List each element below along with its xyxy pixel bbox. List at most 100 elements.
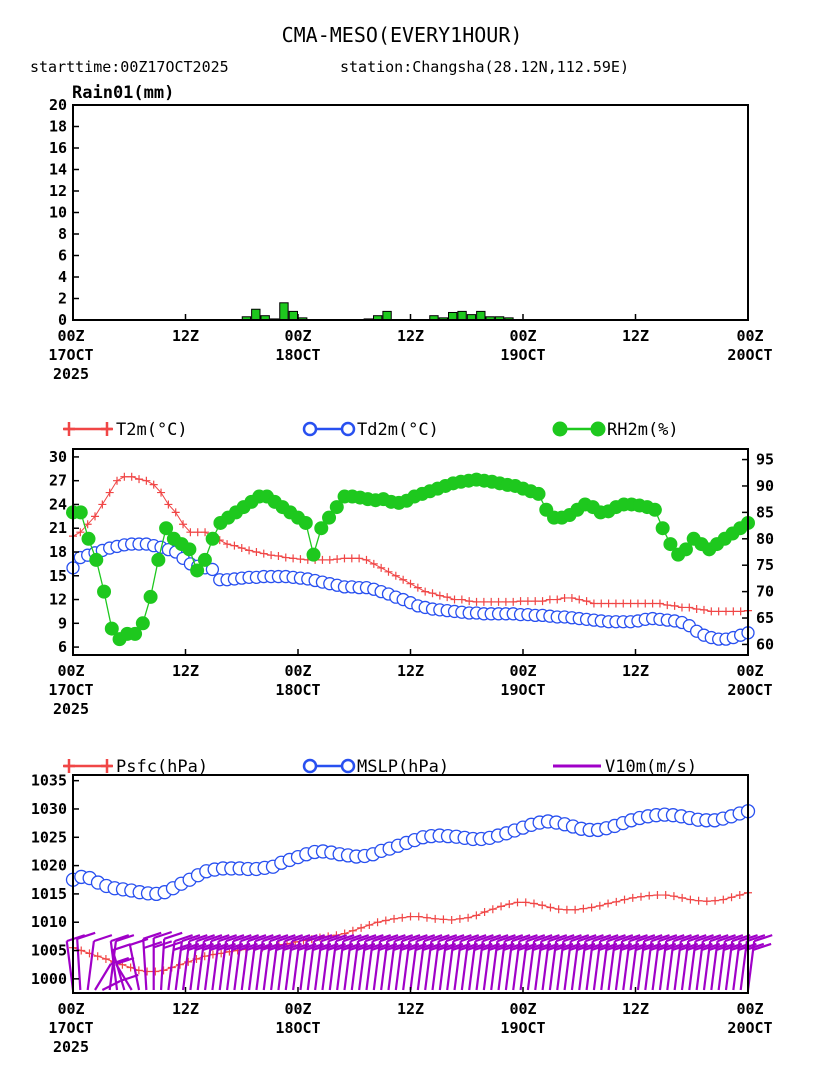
t2m-point [252, 548, 261, 556]
wind-barb-flag [651, 934, 670, 943]
t2m-point [721, 607, 730, 616]
psfc-point [554, 905, 563, 914]
rh-ytick-label-right: 95 [756, 451, 774, 469]
temp-xtick-date: 20OCT [727, 681, 772, 699]
t2m-point [333, 555, 342, 564]
t2m-point [223, 540, 232, 549]
psfc-point [101, 955, 110, 964]
wind-barb-flag [599, 934, 619, 943]
t2m-point [413, 583, 422, 592]
rh2m-point [306, 547, 321, 562]
wind-barb-flag [438, 934, 458, 943]
t2m-point [355, 554, 364, 563]
wind-barb-shaft [109, 940, 119, 991]
v10m-legend-label: V10m(m/s) [605, 757, 697, 777]
rain-ytick-label: 18 [49, 118, 67, 136]
pressure-xtick-date: 19OCT [500, 1019, 545, 1037]
pressure-xtick-label: 12Z [397, 1000, 424, 1018]
wind-barb-flag [673, 934, 692, 943]
rh2m-point [81, 531, 96, 546]
rain-ylabel: Rain01(mm) [72, 83, 174, 103]
t2m-point [626, 599, 635, 608]
t2m-point [465, 597, 474, 606]
psfc-legend-label: Psfc(hPa) [116, 757, 208, 777]
wind-barb-flag [504, 934, 524, 943]
psfc-point [678, 893, 687, 902]
psfc-point [612, 897, 621, 906]
wind-barb-shaft [128, 944, 141, 991]
wind-barb-flag [563, 934, 582, 943]
t2m-point [545, 595, 554, 604]
mslp-legend-label: MSLP(hPa) [357, 757, 449, 777]
rain-xtick-year: 2025 [53, 365, 89, 383]
wind-barb-flag [93, 934, 113, 943]
t2m-point [670, 601, 679, 610]
pressure-ytick-label: 1010 [31, 913, 67, 931]
t2m-point [611, 599, 620, 608]
wind-barb-shaft [76, 938, 82, 991]
chart-title: CMA-MESO(EVERY1HOUR) [282, 23, 523, 47]
t2m-point [472, 597, 481, 606]
t2m-point [523, 597, 532, 606]
t2m-point [362, 555, 371, 564]
psfc-point [694, 896, 703, 905]
temp-xtick-label: 00Z [284, 662, 311, 680]
wind-barb-flag [320, 934, 340, 943]
wind-barb-flag [129, 937, 149, 947]
t2m-point [597, 599, 606, 608]
wind-barb-flag [181, 934, 201, 943]
wind-barb-flag [680, 934, 700, 943]
wind-barb-flag [416, 934, 436, 943]
psfc-legend-marker [101, 759, 113, 773]
wind-barb-flag [746, 934, 766, 943]
psfc-point [431, 914, 440, 923]
psfc-series-line [72, 892, 749, 972]
rh2m-point [298, 515, 313, 530]
wind-barb-flag [387, 934, 406, 943]
rain-ytick-label: 14 [49, 161, 67, 179]
temp-xtick-label: 00Z [736, 662, 763, 680]
t2m-point [435, 591, 444, 600]
t2m-point [237, 544, 246, 553]
t2m-point [142, 476, 151, 485]
psfc-point [587, 903, 596, 912]
rain-bar [476, 310, 486, 321]
t2m-point [516, 597, 525, 606]
wind-barb-flag [695, 934, 714, 943]
wind-barb-flag [752, 942, 772, 951]
rain-bar [279, 302, 289, 321]
wind-barb-flag [379, 934, 399, 943]
t2m-point [501, 597, 510, 606]
t2m-point [347, 554, 356, 563]
wind-barb-shaft [86, 940, 95, 991]
t2m-point [575, 595, 584, 604]
psfc-point [365, 921, 374, 930]
rh2m-point [143, 589, 158, 604]
rh2m-point [314, 521, 329, 536]
wind-barb-flag [254, 934, 274, 943]
psfc-point [151, 967, 160, 976]
temp-ytick-label: 30 [49, 448, 67, 466]
t2m-point [179, 520, 188, 529]
wind-barb-flag [350, 934, 370, 943]
rh2m-point [678, 542, 693, 557]
temp-ytick-label: 15 [49, 567, 67, 585]
t2m-point [193, 528, 202, 537]
t2m-point [91, 512, 100, 521]
t2m-point [164, 500, 173, 509]
t2m-point [633, 599, 642, 608]
psfc-point [447, 915, 456, 924]
wind-barb-flag [717, 934, 736, 943]
t2m-point [267, 551, 276, 560]
wind-barb-flag [115, 956, 135, 966]
wind-barb-shaft [159, 938, 166, 991]
t2m-point [450, 595, 459, 604]
rh2m-point [97, 584, 112, 599]
t2m-point [699, 605, 708, 614]
temp-xtick-label: 12Z [172, 662, 199, 680]
wind-barb-flag [533, 934, 553, 943]
pressure-xtick-label: 00Z [57, 1000, 84, 1018]
t2m-point [186, 528, 195, 537]
t2m-point [619, 599, 628, 608]
